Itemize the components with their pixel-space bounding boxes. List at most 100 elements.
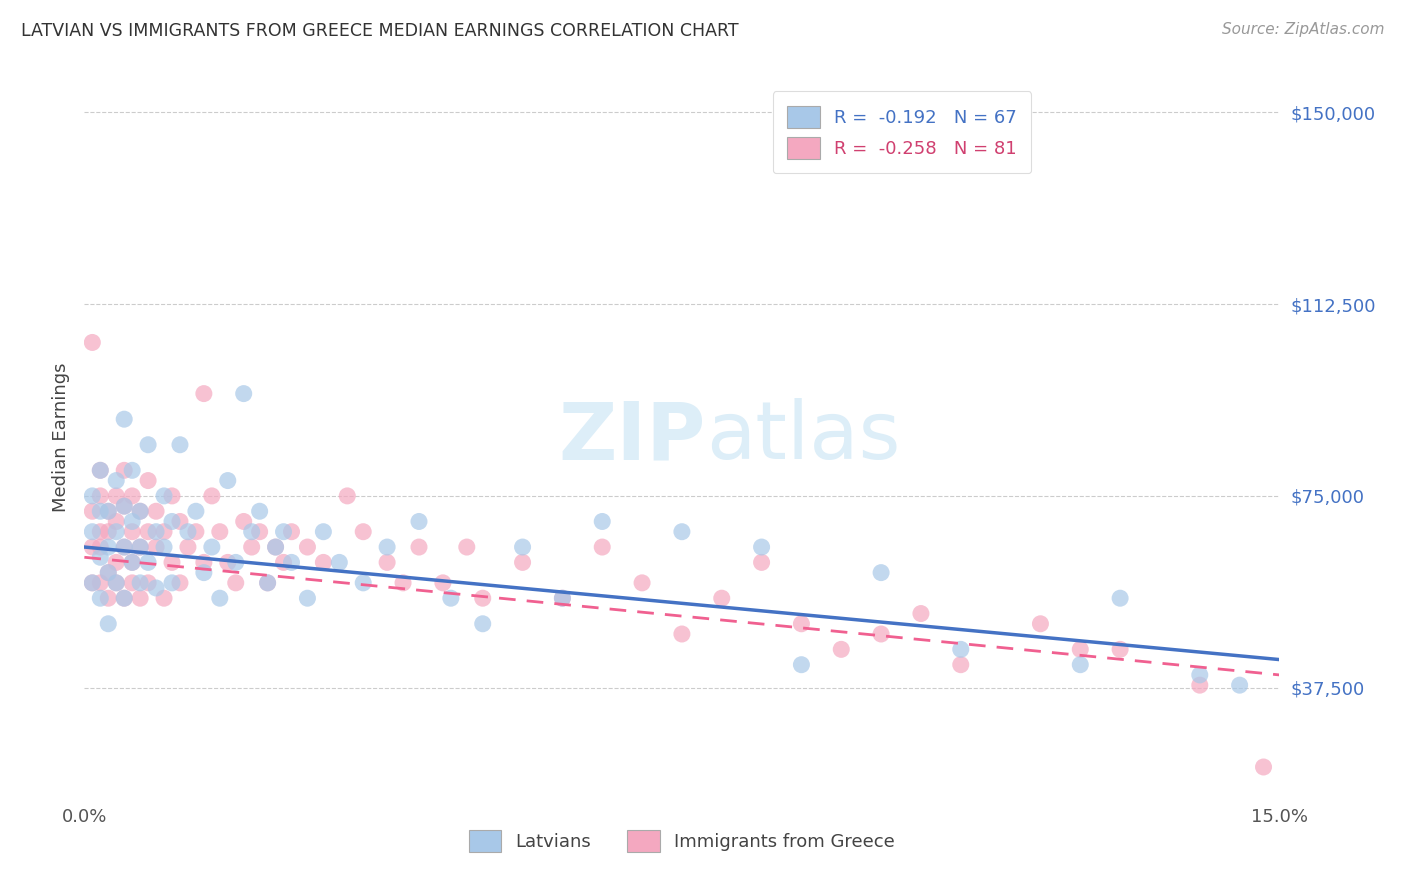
Point — [105, 555, 128, 569]
Point — [129, 591, 152, 606]
Point — [312, 555, 335, 569]
Point — [129, 540, 152, 554]
Point — [392, 575, 415, 590]
Point — [136, 438, 159, 452]
Point — [408, 515, 430, 529]
Point — [256, 575, 278, 590]
Point — [136, 524, 159, 539]
Point — [129, 575, 152, 590]
Point — [193, 566, 215, 580]
Point — [352, 524, 374, 539]
Point — [153, 524, 176, 539]
Point — [136, 555, 159, 569]
Point — [177, 524, 200, 539]
Point — [249, 524, 271, 539]
Point — [145, 504, 167, 518]
Point — [153, 591, 176, 606]
Point — [225, 575, 247, 590]
Point — [97, 504, 120, 518]
Point — [82, 489, 104, 503]
Point — [264, 540, 287, 554]
Point — [432, 575, 454, 590]
Point — [112, 540, 135, 554]
Point — [591, 540, 613, 554]
Point — [408, 540, 430, 554]
Text: LATVIAN VS IMMIGRANTS FROM GREECE MEDIAN EARNINGS CORRELATION CHART: LATVIAN VS IMMIGRANTS FROM GREECE MEDIAN… — [21, 22, 738, 40]
Point — [830, 642, 852, 657]
Point — [751, 555, 773, 569]
Point — [82, 335, 104, 350]
Point — [232, 515, 254, 529]
Point — [97, 566, 120, 580]
Point — [671, 524, 693, 539]
Point — [136, 474, 159, 488]
Point — [112, 591, 135, 606]
Point — [97, 591, 120, 606]
Point — [89, 524, 111, 539]
Y-axis label: Median Earnings: Median Earnings — [52, 362, 70, 512]
Point — [121, 463, 143, 477]
Point — [280, 524, 302, 539]
Point — [89, 504, 111, 518]
Point — [1253, 760, 1275, 774]
Point — [949, 657, 972, 672]
Point — [97, 540, 120, 554]
Point — [249, 504, 271, 518]
Point — [160, 555, 183, 569]
Point — [751, 540, 773, 554]
Point — [551, 591, 574, 606]
Point — [208, 524, 231, 539]
Point — [112, 540, 135, 554]
Point — [121, 515, 143, 529]
Point — [336, 489, 359, 503]
Point — [112, 499, 135, 513]
Point — [870, 627, 893, 641]
Point — [512, 555, 534, 569]
Point — [89, 591, 111, 606]
Point — [375, 540, 398, 554]
Text: Source: ZipAtlas.com: Source: ZipAtlas.com — [1222, 22, 1385, 37]
Point — [89, 550, 111, 565]
Point — [184, 524, 207, 539]
Point — [105, 575, 128, 590]
Point — [232, 386, 254, 401]
Point — [193, 555, 215, 569]
Point — [201, 540, 224, 554]
Point — [160, 575, 183, 590]
Point — [121, 575, 143, 590]
Point — [129, 540, 152, 554]
Point — [471, 591, 494, 606]
Point — [136, 575, 159, 590]
Text: ZIP: ZIP — [558, 398, 706, 476]
Point — [297, 591, 319, 606]
Point — [153, 540, 176, 554]
Point — [184, 504, 207, 518]
Point — [160, 489, 183, 503]
Point — [1069, 642, 1091, 657]
Point — [89, 540, 111, 554]
Point — [328, 555, 350, 569]
Point — [217, 555, 239, 569]
Point — [105, 515, 128, 529]
Point — [1109, 642, 1132, 657]
Point — [82, 575, 104, 590]
Point — [949, 642, 972, 657]
Point — [790, 616, 813, 631]
Legend: Latvians, Immigrants from Greece: Latvians, Immigrants from Greece — [461, 823, 903, 860]
Point — [105, 474, 128, 488]
Point — [240, 524, 263, 539]
Point — [352, 575, 374, 590]
Point — [82, 504, 104, 518]
Point — [97, 524, 120, 539]
Point — [551, 591, 574, 606]
Point — [512, 540, 534, 554]
Point — [89, 463, 111, 477]
Point — [129, 504, 152, 518]
Text: atlas: atlas — [706, 398, 900, 476]
Point — [456, 540, 478, 554]
Point — [145, 524, 167, 539]
Point — [105, 524, 128, 539]
Point — [217, 474, 239, 488]
Point — [1109, 591, 1132, 606]
Point — [89, 575, 111, 590]
